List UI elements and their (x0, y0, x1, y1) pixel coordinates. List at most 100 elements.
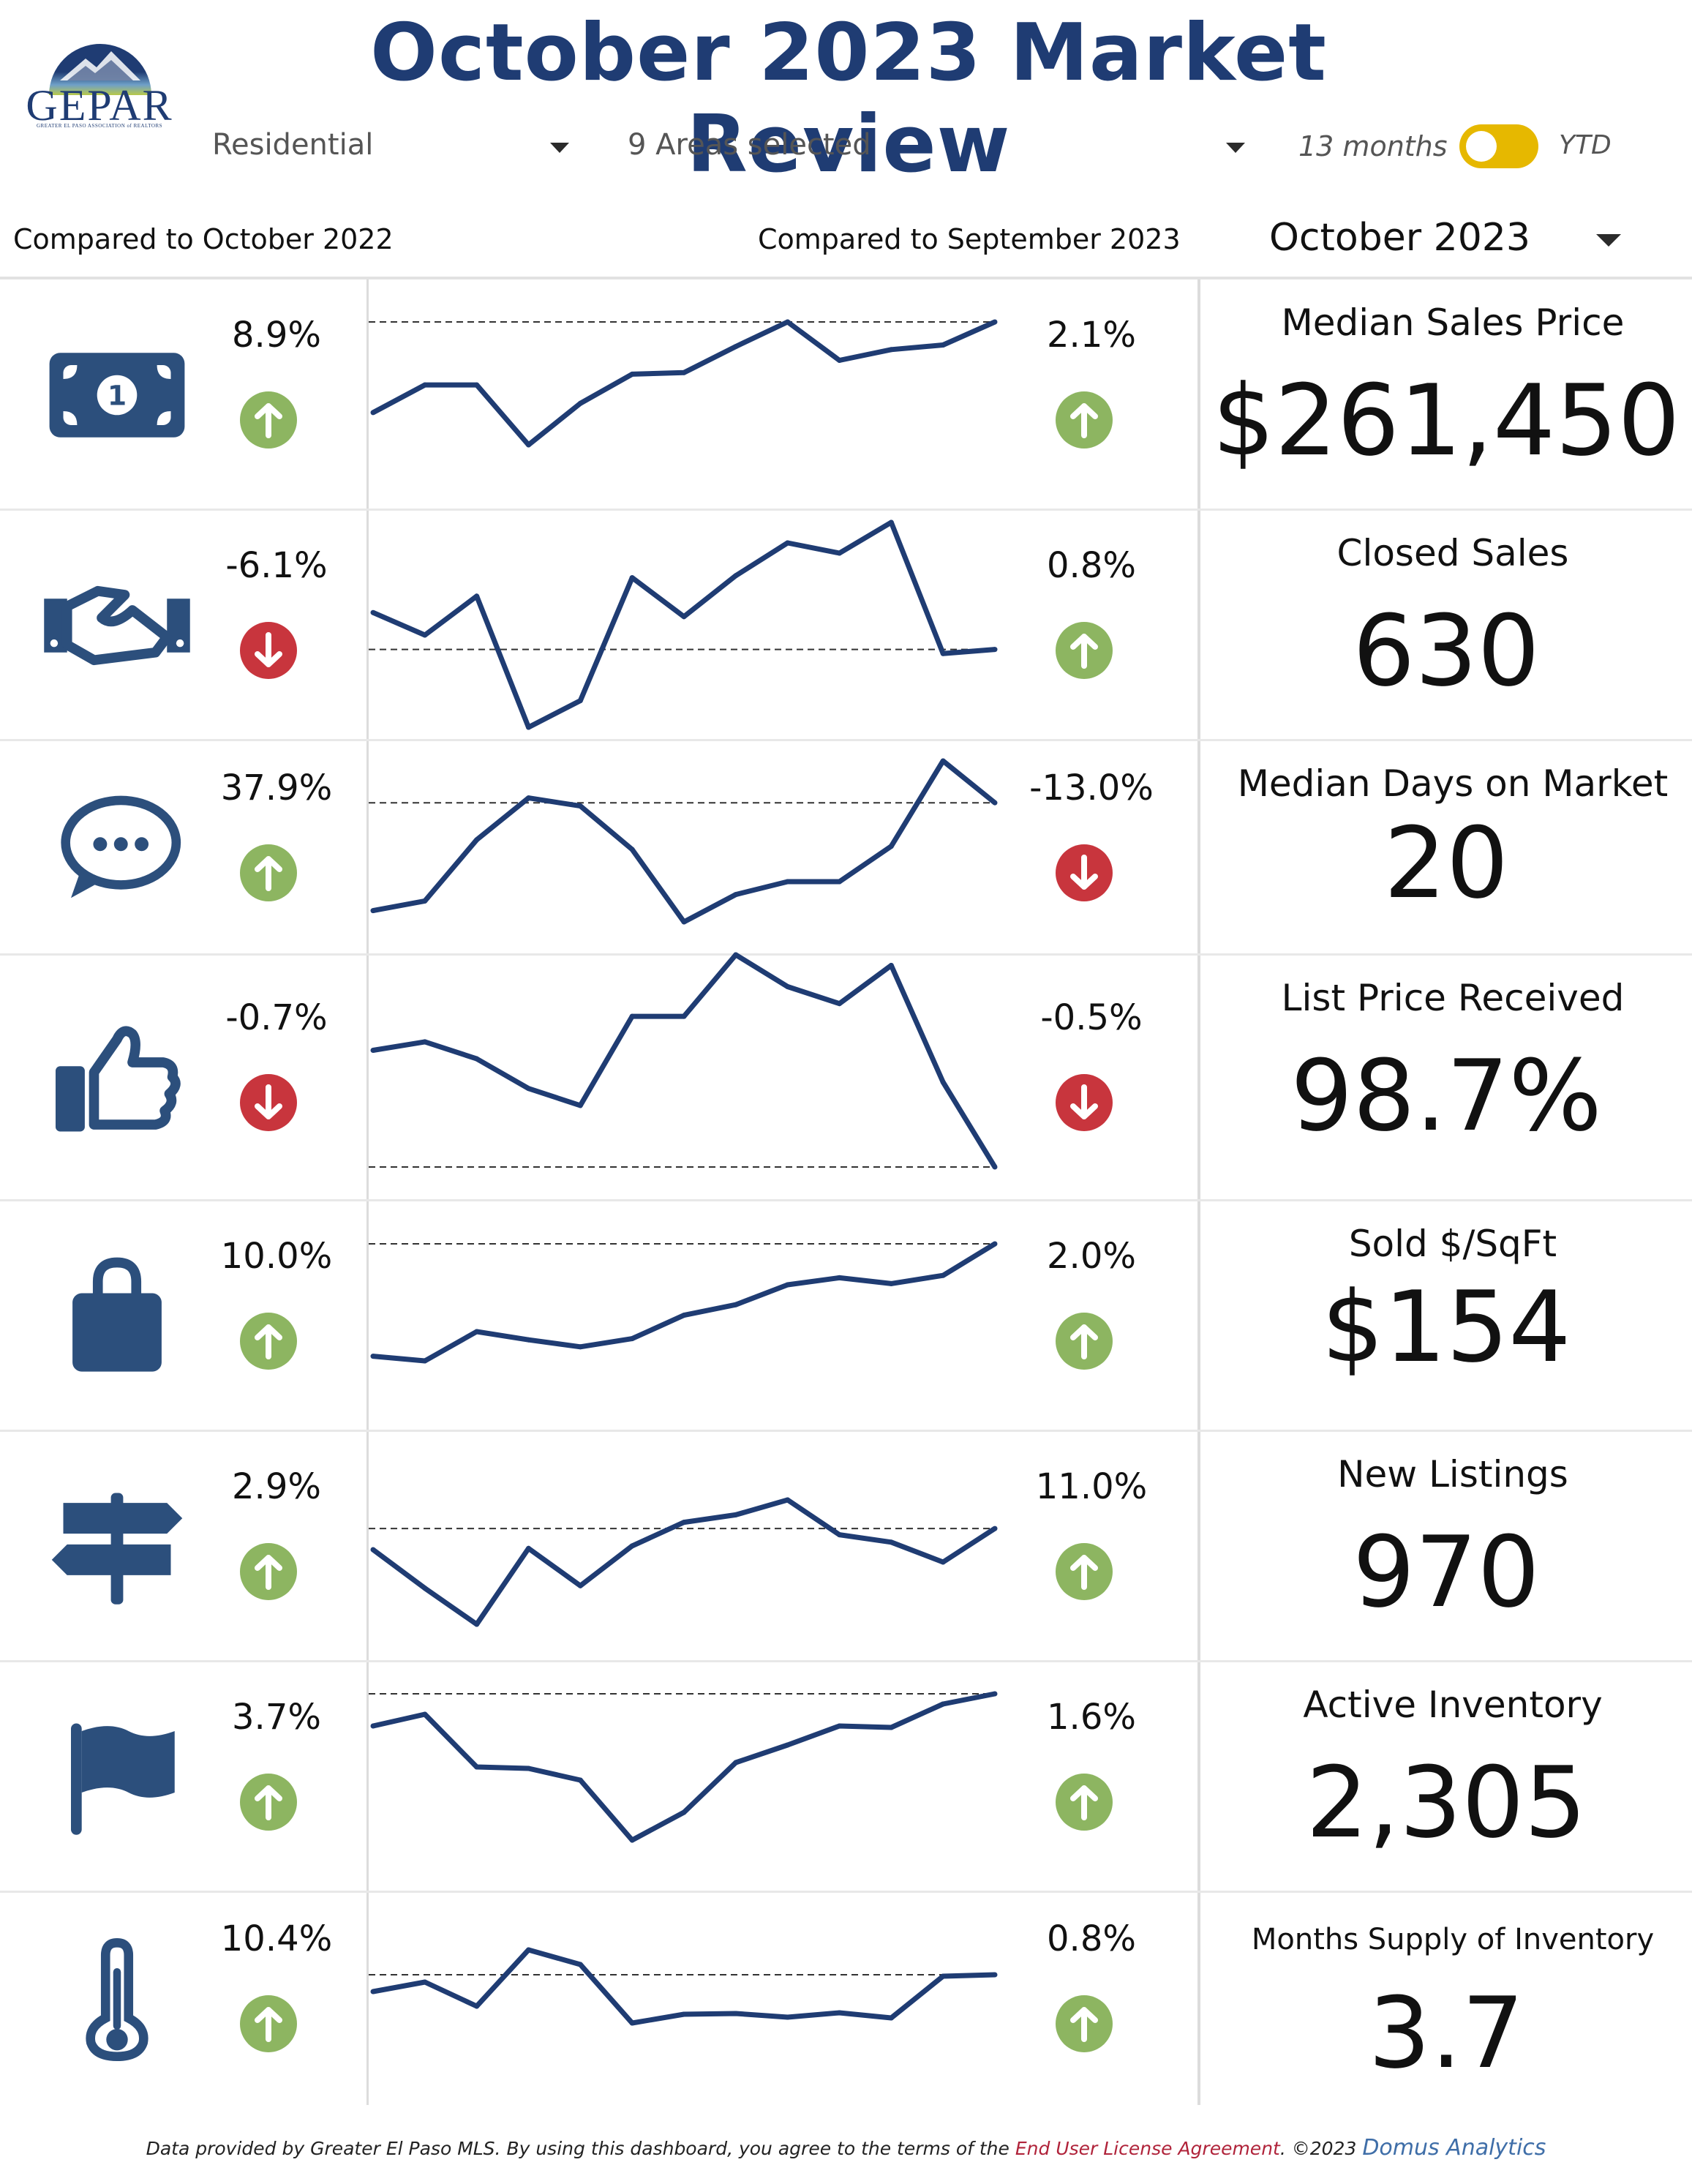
arrow-up-icon (1056, 391, 1113, 449)
mountain-logo-icon (49, 44, 151, 95)
trend-line (372, 1691, 996, 1843)
trend-point (474, 1329, 480, 1335)
trend-point (474, 1056, 480, 1062)
row-divider (0, 1660, 1692, 1662)
trend-point (733, 573, 739, 579)
trend-point (370, 609, 376, 615)
trend-point (733, 1760, 739, 1765)
metric-value: 630 (1353, 594, 1540, 708)
trend-point (681, 614, 687, 620)
trend-point (629, 1013, 635, 1019)
trend-point (837, 879, 842, 885)
metric-value: $261,450 (1212, 364, 1680, 478)
trend-point (577, 400, 583, 406)
property-type-select[interactable]: Residential (212, 128, 374, 162)
trend-point (733, 2011, 739, 2016)
trend-point (422, 382, 428, 388)
domus-link[interactable]: Domus Analytics (1362, 2135, 1546, 2161)
toggle-label-13-months: 13 months (1298, 130, 1448, 162)
trend-point (474, 837, 480, 843)
trend-point (992, 1241, 998, 1247)
arrow-up-icon (240, 1995, 297, 2052)
trend-point (526, 1947, 531, 1953)
yoy-change: 2.9% (232, 1466, 321, 1507)
trend-point (370, 908, 376, 914)
trend-point (474, 1764, 480, 1770)
trend-point (733, 344, 739, 350)
metric-value: 98.7% (1290, 1039, 1602, 1153)
trend-point (888, 2015, 894, 2021)
mom-change: -13.0% (1029, 767, 1154, 808)
trend-point (681, 1013, 687, 1019)
money-bill-icon: 1 (40, 329, 194, 461)
row-divider (0, 1199, 1692, 1201)
trend-point (526, 1545, 531, 1551)
arrow-up-icon (240, 391, 297, 449)
trend-line (372, 758, 997, 925)
metric-value: 20 (1383, 806, 1509, 920)
sparkline-chart (369, 1947, 998, 2026)
trend-point (629, 1336, 635, 1342)
trend-point (474, 382, 480, 388)
chevron-down-icon[interactable] (1596, 234, 1621, 247)
arrow-down-icon (1056, 1074, 1113, 1131)
metric-label: Median Sales Price (1281, 301, 1625, 344)
metric-value: $154 (1321, 1270, 1571, 1384)
footer-copyright: . ©2023 (1279, 2138, 1363, 2159)
trend-point (577, 1777, 583, 1783)
arrow-down-icon (240, 621, 297, 679)
chevron-down-icon[interactable] (550, 143, 569, 153)
trend-point (785, 984, 791, 989)
trend-point (837, 1275, 842, 1280)
flag-icon (40, 1711, 194, 1843)
metric-label: Median Days on Market (1237, 762, 1669, 805)
trend-point (888, 844, 894, 849)
trend-point (422, 1586, 428, 1591)
trend-point (992, 1526, 998, 1531)
footer: Data provided by Greater El Paso MLS. By… (0, 2135, 1692, 2161)
arrow-up-icon (1056, 621, 1113, 679)
period-select[interactable]: October 2023 (1269, 216, 1530, 260)
trend-point (577, 1583, 583, 1588)
sparkline-chart (369, 519, 998, 730)
trend-point (681, 919, 687, 925)
mom-change: 0.8% (1047, 1918, 1136, 1959)
metric-row-6: 2.9% 11.0% New Listings 970 (0, 1431, 1692, 1662)
trend-point (992, 1691, 998, 1697)
yoy-change: 10.0% (220, 1235, 333, 1277)
trend-point (837, 550, 842, 556)
column-divider (1197, 279, 1200, 2105)
trend-point (681, 1313, 687, 1318)
trend-point (681, 369, 687, 375)
sparkline-chart (369, 1497, 998, 1627)
trend-point (940, 1973, 946, 1979)
yoy-change: 8.9% (232, 314, 321, 356)
trend-line (372, 952, 997, 1168)
trend-point (837, 1001, 842, 1007)
trend-point (422, 1979, 428, 1985)
metric-label: Active Inventory (1303, 1684, 1603, 1726)
thumbs-up-icon (40, 1012, 194, 1144)
metric-label: Sold $/SqFt (1348, 1223, 1557, 1265)
trend-point (785, 319, 791, 325)
trend-point (733, 1302, 739, 1307)
header-divider (0, 277, 1692, 279)
trend-point (888, 1725, 894, 1730)
thermometer-icon (40, 1933, 194, 2065)
eula-link[interactable]: End User License Agreement (1015, 2138, 1280, 2159)
areas-select[interactable]: 9 Areas selected (628, 128, 871, 162)
trend-point (940, 758, 946, 764)
toggle-knob[interactable] (1466, 131, 1497, 162)
metric-value: 3.7 (1368, 1976, 1524, 2090)
chevron-down-icon[interactable] (1226, 143, 1245, 153)
trend-point (888, 963, 894, 968)
trend-point (837, 1723, 842, 1729)
trend-point (526, 724, 531, 730)
arrow-up-icon (240, 844, 297, 901)
trend-point (629, 575, 635, 581)
sparkline-chart (369, 1241, 998, 1364)
footer-text: Data provided by Greater El Paso MLS. By… (146, 2138, 1015, 2159)
trend-line (371, 1497, 996, 1627)
arrow-down-icon (1056, 844, 1113, 901)
sparkline-chart (369, 952, 998, 1170)
